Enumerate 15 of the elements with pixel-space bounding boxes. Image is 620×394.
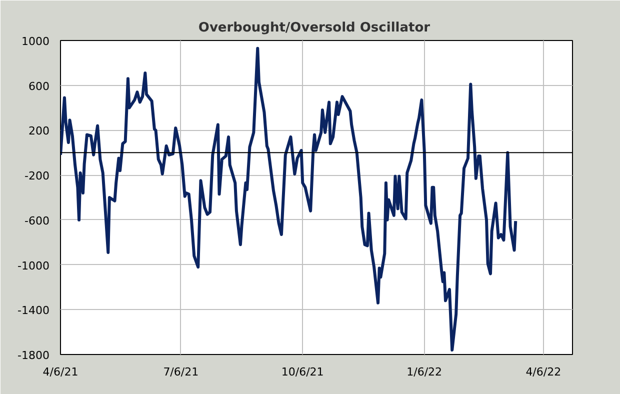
y-tick-label: -200: [24, 170, 50, 183]
y-tick-label: 200: [28, 124, 50, 138]
x-tick-label: 7/6/21: [163, 366, 199, 378]
y-tick-label: -1000: [18, 259, 50, 272]
y-tick-label: -1800: [18, 349, 50, 362]
y-tick-label: 1000: [22, 35, 50, 48]
x-tick-label: 4/6/22: [526, 366, 562, 378]
y-tick-label: 600: [28, 80, 50, 93]
x-tick-label: 10/6/21: [281, 366, 324, 378]
line-series: [60, 46, 518, 352]
x-tick-label: 1/6/22: [406, 366, 442, 378]
y-tick-label: -600: [24, 214, 50, 228]
chart-title: Overbought/Oversold Oscillator: [198, 20, 431, 36]
x-tick-label: 4/6/21: [42, 366, 78, 378]
y-tick-label: -1400: [18, 304, 50, 318]
